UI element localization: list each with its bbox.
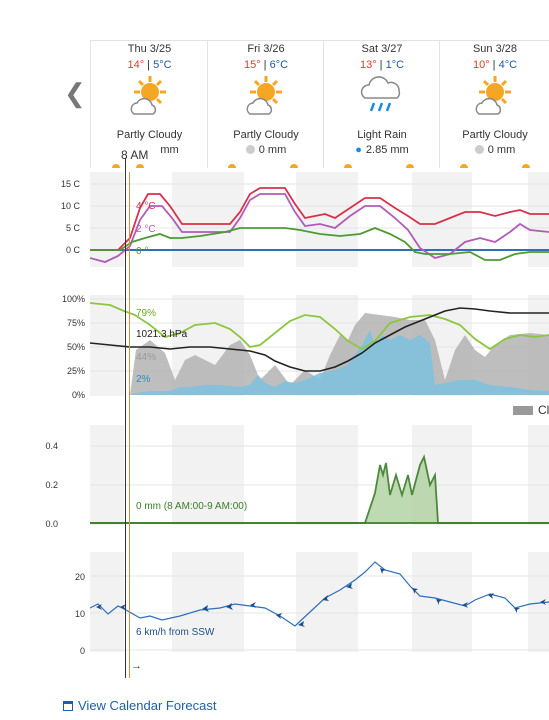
cloud-cover-value-label: 44% (136, 352, 156, 363)
partly-cloudy-icon (130, 76, 166, 115)
rain-axis-tick: 0.0 (45, 519, 58, 529)
precip-amount: 0 mm (487, 144, 516, 156)
day-condition: Partly Cloudy (462, 129, 528, 141)
precip-amount: 2.85 mm (365, 144, 409, 156)
day-temps: 15° | 6°C (208, 59, 324, 71)
rain-axis-tick: 0.4 (45, 441, 58, 451)
day-condition: Partly Cloudy (116, 129, 183, 141)
arrow-right-icon: → (131, 660, 142, 672)
day-condition: Partly Cloudy (233, 129, 299, 141)
sun-markers (112, 164, 530, 168)
humidity-axis-tick: 0% (71, 390, 85, 400)
temp-separator: | (144, 59, 154, 71)
pressure-value-label: 1021.3 hPa (136, 329, 188, 340)
day-condition: Light Rain (357, 129, 407, 141)
temp-axis-tick: 0 C (65, 245, 80, 255)
day-precip: 0 mm (440, 144, 549, 156)
low-temp: 6°C (269, 59, 289, 71)
wind-value-label: 6 km/h from SSW (136, 627, 215, 638)
day-date: Thu 3/25 (127, 43, 172, 55)
high-temp: 14° (127, 59, 145, 71)
light-rain-icon (360, 76, 401, 112)
hover-crosshair-line (125, 158, 126, 678)
calendar-link-label: View Calendar Forecast (78, 698, 217, 713)
high-temp: 15° (243, 59, 261, 71)
day-precip: mm (91, 144, 208, 156)
night-bands (90, 172, 549, 267)
temp-value-label: 4 °C (136, 201, 156, 212)
day-temps: 13° | 1°C (324, 59, 440, 71)
precipitation-area (90, 454, 549, 524)
precip-drop-icon (474, 145, 484, 154)
previous-days-button[interactable]: ❮ (64, 78, 86, 108)
day-date: Sat 3/27 (361, 43, 403, 55)
precip-amount: 0 mm (258, 144, 287, 156)
temp-axis-tick: 5 C (65, 223, 80, 233)
temp-separator: | (260, 59, 270, 71)
feels-like-line (90, 193, 549, 263)
calendar-icon (63, 701, 73, 711)
pressure-line (90, 307, 549, 372)
day-column[interactable]: Fri 3/26 15° | 6°C Partly Cloudy 0 mm (207, 40, 324, 168)
precip-amount: mm (160, 144, 179, 156)
partly-cloudy-icon (475, 76, 511, 115)
current-time-line (129, 172, 130, 678)
wind-axis-tick: 10 (74, 609, 85, 619)
day-temps: 14° | 5°C (91, 59, 208, 71)
low-temp: 1°C (385, 59, 405, 71)
hover-time-label: 8 AM (119, 148, 151, 162)
day-forecast-row: Thu 3/25 14° | 5°C Partly Cloudy mm Fri … (90, 40, 549, 169)
day-temps: 10° | 4°C (440, 59, 549, 71)
low-temp: 4°C (498, 59, 518, 71)
wind-axis-tick: 20 (74, 572, 85, 582)
day-precip: 0 mm (208, 144, 324, 156)
precip-probability-value-label: 2% (136, 374, 151, 385)
precipitation-chart[interactable]: 0 mm (8 AM:00-9 AM:00) (90, 425, 549, 527)
rain-axis-tick: 0.2 (45, 480, 58, 490)
humidity-axis-tick: 100% (61, 294, 85, 304)
precipitation-value-label: 0 mm (8 AM:00-9 AM:00) (136, 501, 247, 512)
humidity-pressure-chart[interactable]: 79% 1021.3 hPa 44% 2% (90, 295, 549, 397)
dew-point-value-label: 0 ° (136, 246, 148, 257)
temp-separator: | (489, 59, 499, 71)
low-temp: 5°C (153, 59, 172, 71)
partly-cloudy-icon (246, 76, 282, 115)
temperature-line (90, 187, 549, 251)
day-column[interactable]: Sat 3/27 13° | 1°C Light Rain ● 2.85 mm (323, 40, 440, 168)
view-calendar-forecast-link[interactable]: View Calendar Forecast (63, 698, 217, 713)
high-temp: 10° (472, 59, 490, 71)
temp-axis-tick: 15 C (60, 179, 80, 189)
high-temp: 13° (359, 59, 377, 71)
temp-separator: | (376, 59, 386, 71)
cloud-legend-swatch (513, 406, 533, 415)
wind-direction-arrows (96, 568, 546, 627)
day-column[interactable]: Thu 3/25 14° | 5°C Partly Cloudy mm (90, 40, 208, 168)
rain-drop-icon: ● (355, 144, 362, 156)
cloud-cover-area (90, 313, 549, 395)
day-date: Sun 3/28 (472, 43, 518, 55)
divider (90, 40, 549, 41)
dew-point-line (90, 227, 549, 261)
humidity-axis-tick: 50% (66, 342, 85, 352)
humidity-value-label: 79% (136, 308, 156, 319)
humidity-axis-tick: 25% (66, 366, 85, 376)
feels-like-value-label: 2 °C (136, 224, 156, 235)
wind-chart[interactable]: 6 km/h from SSW (90, 552, 549, 654)
humidity-line (90, 302, 549, 351)
cloud-legend-label: Cl (538, 403, 549, 417)
humidity-axis-tick: 75% (66, 318, 85, 328)
precip-drop-icon (245, 145, 255, 154)
day-column[interactable]: Sun 3/28 10° | 4°C Partly Cloudy 0 mm (439, 40, 549, 168)
temp-axis-tick: 10 C (60, 201, 80, 211)
precip-probability-area (90, 330, 549, 395)
wind-axis-tick: 0 (79, 646, 85, 656)
temperature-chart[interactable]: 4 °C 2 °C 0 ° (90, 172, 549, 272)
day-precip: ● 2.85 mm (324, 144, 440, 156)
day-date: Fri 3/26 (247, 43, 285, 55)
